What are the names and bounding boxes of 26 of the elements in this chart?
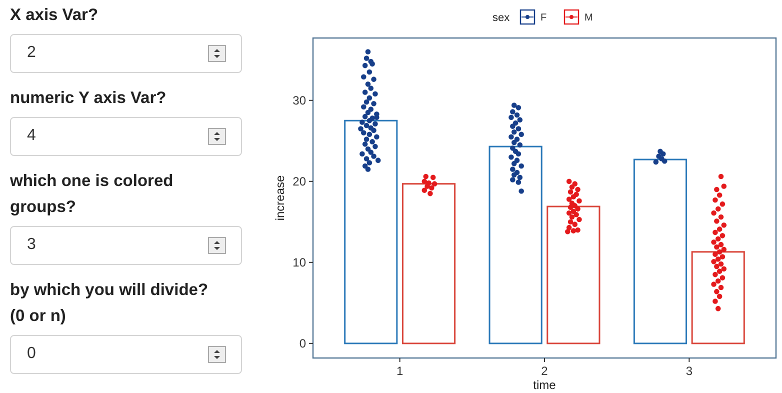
bar	[402, 183, 456, 344]
x-tick-label: 3	[686, 364, 693, 378]
y-axis-title: increase	[273, 174, 287, 221]
x-tick-label: 2	[541, 364, 548, 378]
text: which one is colored groups?	[10, 171, 174, 218]
x-tick-label: 1	[396, 364, 404, 378]
bar	[546, 206, 600, 344]
legend-title: sex	[492, 12, 510, 24]
text: numeric Y axis Var?	[10, 88, 168, 109]
legend-label: F	[540, 12, 547, 24]
y-tick-label: 10	[292, 256, 306, 270]
bar	[633, 158, 688, 344]
bar	[344, 120, 398, 344]
bar	[488, 146, 542, 344]
text: X axis Var?	[10, 5, 100, 26]
text: 2	[27, 44, 36, 62]
text: 0	[27, 345, 36, 363]
y-tick-label: 20	[292, 174, 306, 189]
text: 4	[27, 127, 36, 145]
legend-label: M	[584, 12, 593, 24]
bar	[691, 251, 745, 344]
y-tick-label: 30	[292, 94, 306, 108]
text: by which you will divide?(0 or n)	[10, 280, 210, 327]
text: 3	[27, 236, 36, 254]
y-tick-label: 0	[299, 336, 306, 351]
x-axis-title: time	[533, 378, 556, 392]
